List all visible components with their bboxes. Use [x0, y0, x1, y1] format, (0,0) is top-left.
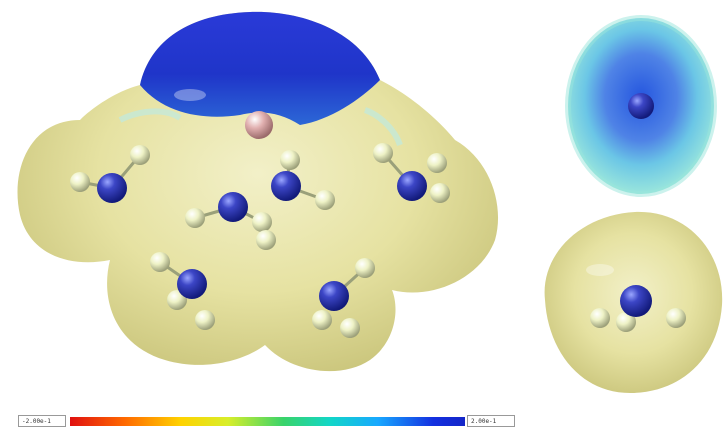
scale-max-label: 2.00e-1: [467, 415, 515, 427]
isolated-ion-surface: [565, 15, 717, 197]
color-scale: -2.00e-1 2.00e-1: [0, 410, 728, 433]
ammonia-molecule-5: [150, 252, 215, 330]
ammonia-molecule-3: [271, 150, 335, 210]
cluster-surface: [17, 11, 499, 372]
isolated-ammonia-surface: [544, 211, 723, 394]
ammonia-molecule-4: [373, 143, 450, 203]
ammonia-molecule-2: [185, 192, 276, 250]
ammonia-molecule-6: [312, 258, 375, 338]
ammonia-molecule-1: [70, 145, 150, 203]
scale-min-label: -2.00e-1: [18, 415, 66, 427]
color-scale-bar: [70, 417, 465, 426]
central-ion-atom: [245, 111, 273, 139]
